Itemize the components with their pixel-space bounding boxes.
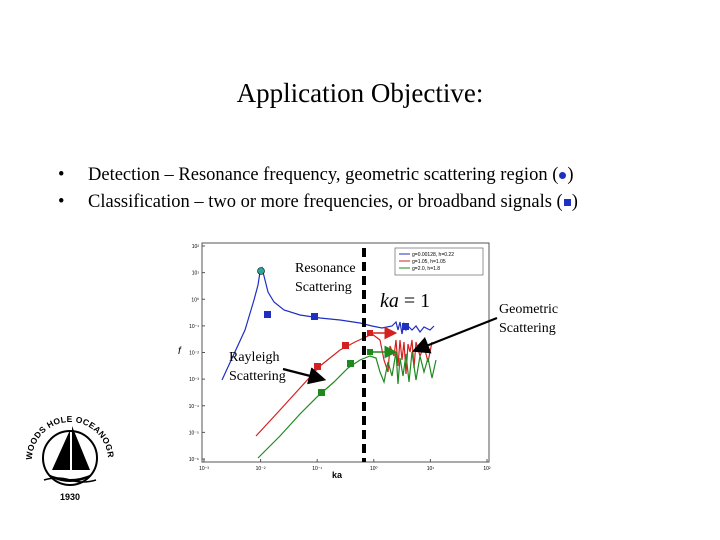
whoi-logo-icon: WOODS HOLE OCEANOGRAPHIC INSTITUTION 193…	[22, 404, 116, 502]
red-square-marker	[367, 330, 373, 336]
y-tick-label: 10⁻⁵	[189, 430, 199, 436]
geometric-arrow	[411, 316, 498, 354]
x-tick-label: 10⁰	[370, 466, 378, 472]
blue-square-marker	[402, 323, 409, 330]
bullet-marker: •	[58, 165, 65, 185]
green-square-marker	[347, 360, 354, 367]
geometric-label: Geometric Scattering	[499, 302, 559, 336]
bullet-close: )	[567, 165, 574, 185]
red-square-marker	[342, 342, 349, 349]
logo-year: 1930	[60, 492, 80, 502]
red-square-marker	[314, 363, 321, 370]
x-tick-label: 10²	[483, 466, 491, 472]
bullet-list: • Detection – Resonance frequency, geomet…	[58, 162, 578, 216]
y-tick-label: 10⁻⁴	[189, 404, 199, 410]
y-tick-label: 10⁻¹	[189, 324, 199, 330]
green-square-marker	[367, 349, 373, 355]
y-axis-label: f	[178, 346, 182, 357]
x-tick-label: 10⁻²	[256, 466, 266, 472]
x-tick-label: 10¹	[427, 466, 435, 472]
blue-square-marker	[311, 313, 318, 320]
legend-entry: g=2.0, h=1.8	[412, 266, 440, 272]
blue-circle-marker-icon	[559, 172, 567, 179]
ka-equation: ka = 1	[380, 290, 431, 312]
slide-title: Application Objective:	[236, 78, 484, 108]
y-tick-label: 10²	[192, 244, 200, 250]
bullet-item: • Detection – Resonance frequency, geomet…	[58, 162, 578, 189]
resonance-label: Resonance Scattering	[295, 261, 356, 295]
x-tick-label: 10⁻¹	[312, 466, 322, 472]
y-tick-label: 10⁰	[191, 297, 199, 303]
legend-entry: g=0.00128, h=0.22	[412, 252, 454, 258]
y-tick-label: 10¹	[192, 271, 200, 277]
y-tick-label: 10⁻³	[189, 377, 199, 383]
series-line-green	[257, 351, 437, 459]
blue-square-marker-icon	[563, 199, 571, 206]
bullet-text: Classification – two or more frequencies…	[88, 192, 563, 212]
plot-frame	[201, 242, 490, 463]
green-square-marker	[318, 389, 325, 396]
y-tick-label: 10⁻²	[189, 351, 199, 357]
legend-entry: g=1.05, h=1.05	[412, 259, 446, 265]
y-tick-label: 10⁻⁶	[189, 457, 199, 463]
bullet-text: Detection – Resonance frequency, geometr…	[88, 165, 559, 185]
blue-square-marker	[264, 311, 271, 318]
x-axis-label: ka	[332, 470, 343, 480]
axis-ticks: 10⁻³ 10⁻² 10⁻¹ 10⁰ 10¹ 10² 10² 10¹ 10⁰ 10⁻¹ 10⁻² 10…	[189, 244, 491, 472]
bullet-item: • Classification – two or more frequencie…	[58, 189, 578, 216]
rayleigh-label: Rayleigh Scattering	[229, 350, 286, 384]
x-tick-label: 10⁻³	[199, 466, 209, 472]
bullet-close: )	[571, 192, 578, 212]
resonance-marker	[257, 267, 265, 275]
rayleigh-arrow	[282, 367, 327, 385]
bullet-marker: •	[58, 192, 65, 212]
